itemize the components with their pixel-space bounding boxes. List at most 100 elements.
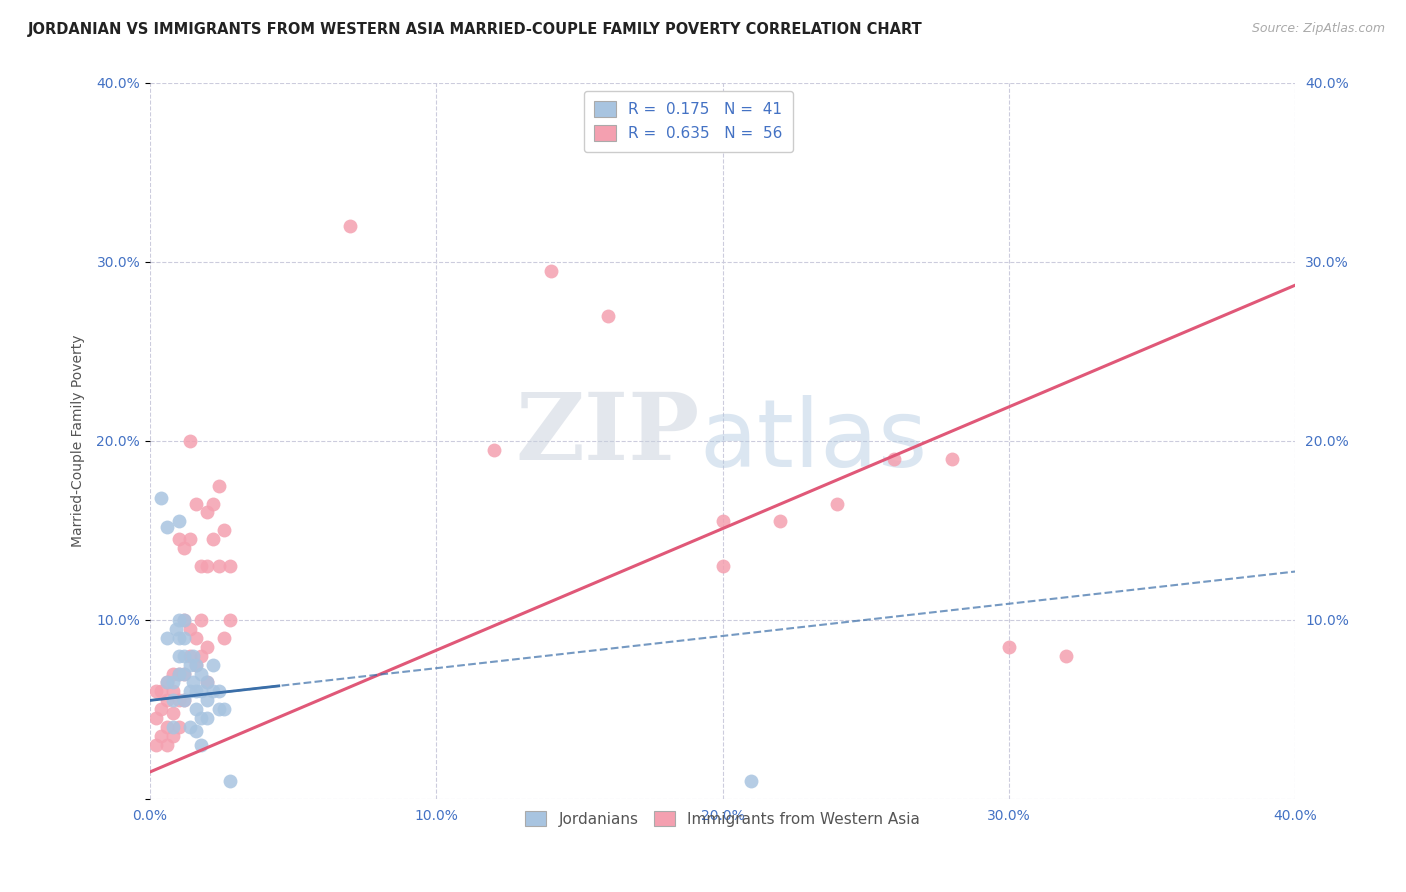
Point: [184, 702, 207, 716]
Point: [162, 693, 184, 707]
Point: [181, 648, 204, 663]
Point: [167, 613, 190, 627]
Point: [195, 693, 218, 707]
Point: [195, 640, 218, 654]
Point: [150, 491, 173, 505]
Point: [195, 675, 218, 690]
Point: [173, 666, 195, 681]
Point: [825, 496, 848, 510]
Point: [219, 559, 242, 574]
Point: [1054, 648, 1077, 663]
Point: [208, 478, 231, 492]
Point: [179, 720, 201, 734]
Point: [167, 631, 190, 645]
Point: [195, 506, 218, 520]
Text: ZIP: ZIP: [516, 389, 700, 479]
Point: [181, 675, 204, 690]
Point: [167, 666, 190, 681]
Point: [596, 309, 619, 323]
Point: [214, 631, 236, 645]
Point: [167, 666, 190, 681]
Point: [179, 533, 201, 547]
Point: [195, 559, 218, 574]
Point: [184, 657, 207, 672]
Point: [145, 711, 167, 725]
Point: [201, 657, 224, 672]
Point: [184, 684, 207, 698]
Point: [167, 515, 190, 529]
Point: [173, 631, 195, 645]
Point: [167, 533, 190, 547]
Text: atlas: atlas: [700, 395, 928, 487]
Point: [208, 684, 231, 698]
Point: [482, 442, 505, 457]
Point: [162, 706, 184, 720]
Point: [173, 693, 195, 707]
Y-axis label: Married-Couple Family Poverty: Married-Couple Family Poverty: [72, 334, 86, 547]
Point: [201, 496, 224, 510]
Point: [208, 559, 231, 574]
Point: [219, 773, 242, 788]
Point: [711, 515, 734, 529]
Point: [173, 613, 195, 627]
Point: [190, 648, 212, 663]
Point: [941, 451, 963, 466]
Point: [156, 631, 179, 645]
Point: [184, 657, 207, 672]
Point: [214, 702, 236, 716]
Point: [769, 515, 792, 529]
Point: [201, 684, 224, 698]
Point: [150, 684, 173, 698]
Point: [145, 738, 167, 752]
Point: [156, 720, 179, 734]
Point: [540, 264, 562, 278]
Point: [190, 613, 212, 627]
Point: [156, 675, 179, 690]
Point: [150, 702, 173, 716]
Point: [150, 729, 173, 743]
Point: [179, 657, 201, 672]
Point: [214, 524, 236, 538]
Point: [190, 559, 212, 574]
Point: [156, 738, 179, 752]
Point: [184, 723, 207, 738]
Point: [339, 219, 361, 233]
Point: [173, 613, 195, 627]
Point: [208, 702, 231, 716]
Point: [162, 675, 184, 690]
Point: [167, 720, 190, 734]
Point: [179, 684, 201, 698]
Point: [173, 666, 195, 681]
Point: [998, 640, 1021, 654]
Point: [740, 773, 762, 788]
Point: [179, 434, 201, 448]
Point: [201, 533, 224, 547]
Point: [190, 738, 212, 752]
Point: [162, 729, 184, 743]
Point: [162, 720, 184, 734]
Point: [179, 648, 201, 663]
Point: [883, 451, 905, 466]
Point: [190, 711, 212, 725]
Point: [145, 684, 167, 698]
Point: [179, 622, 201, 636]
Point: [711, 559, 734, 574]
Point: [184, 631, 207, 645]
Point: [165, 622, 187, 636]
Point: [184, 496, 207, 510]
Point: [156, 693, 179, 707]
Point: [173, 693, 195, 707]
Point: [195, 711, 218, 725]
Point: [162, 684, 184, 698]
Point: [190, 666, 212, 681]
Text: Source: ZipAtlas.com: Source: ZipAtlas.com: [1251, 22, 1385, 36]
Point: [167, 693, 190, 707]
Legend: Jordanians, Immigrants from Western Asia: Jordanians, Immigrants from Western Asia: [517, 803, 928, 834]
Point: [173, 541, 195, 556]
Point: [156, 520, 179, 534]
Point: [195, 675, 218, 690]
Text: JORDANIAN VS IMMIGRANTS FROM WESTERN ASIA MARRIED-COUPLE FAMILY POVERTY CORRELAT: JORDANIAN VS IMMIGRANTS FROM WESTERN ASI…: [28, 22, 922, 37]
Point: [219, 613, 242, 627]
Point: [167, 648, 190, 663]
Point: [173, 648, 195, 663]
